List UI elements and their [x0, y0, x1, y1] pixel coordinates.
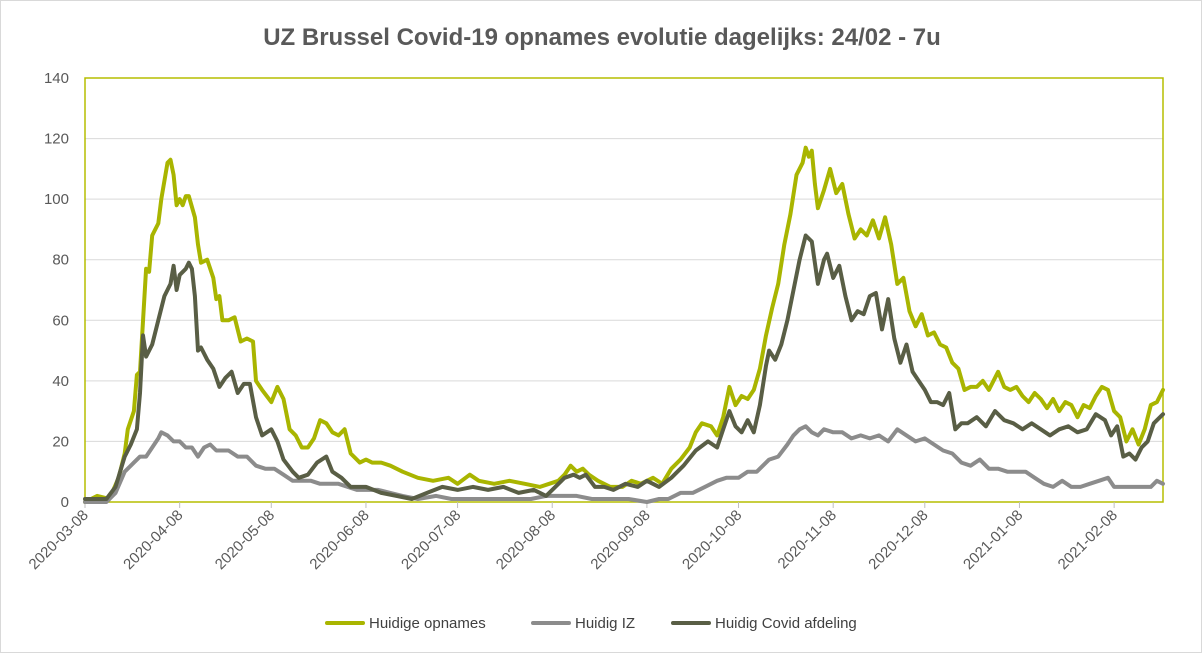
- legend: Huidige opnames Huidig IZ Huidig Covid afd…: [325, 615, 857, 632]
- y-axis: 0 20 40 60 80 100 120 140: [44, 70, 69, 511]
- series-line-huidig-covid-afdeling: [83, 233, 1165, 501]
- x-tick-label: 2020-10-08: [679, 507, 745, 573]
- x-tick-label: 2020-06-08: [307, 507, 373, 573]
- x-tick-label: 2021-01-08: [960, 507, 1026, 573]
- legend-item-huidige-opnames: Huidige opnames: [325, 615, 486, 632]
- y-tick-label: 20: [52, 433, 69, 450]
- x-axis: 2020-03-08 2020-04-08 2020-05-08 2020-06-08…: [26, 502, 1121, 573]
- x-tick-label: 2020-11-08: [775, 507, 840, 572]
- y-tick-label: 40: [52, 373, 69, 390]
- x-tick-label: 2020-04-08: [120, 507, 186, 573]
- x-tick-label: 2020-08-08: [493, 507, 559, 573]
- legend-item-huidig-iz: Huidig IZ: [531, 615, 635, 632]
- y-tick-label: 60: [52, 312, 69, 329]
- y-tick-label: 100: [44, 191, 69, 208]
- series-line-huidig-iz: [83, 424, 1165, 504]
- x-tick-label: 2021-02-08: [1055, 507, 1121, 573]
- y-tick-label: 120: [44, 131, 69, 148]
- y-tick-label: 80: [52, 252, 69, 269]
- y-tick-label: 0: [61, 494, 69, 511]
- series-line-huidige-opnames: [83, 145, 1165, 504]
- series-lines: [83, 145, 1165, 504]
- legend-label: Huidig IZ: [575, 615, 635, 632]
- legend-label: Huidige opnames: [369, 615, 486, 632]
- y-tick-label: 140: [44, 70, 69, 87]
- legend-item-huidig-covid-afdeling: Huidig Covid afdeling: [671, 615, 857, 632]
- plot-area-border: [84, 77, 1164, 503]
- x-tick-label: 2020-12-08: [865, 507, 931, 573]
- legend-label: Huidig Covid afdeling: [715, 615, 857, 632]
- x-tick-label: 2020-05-08: [212, 507, 278, 573]
- x-tick-label: 2020-09-08: [587, 507, 653, 573]
- x-tick-label: 2020-03-08: [26, 507, 92, 573]
- gridlines: [85, 138, 1163, 503]
- chart-title: UZ Brussel Covid-19 opnames evolutie dag…: [263, 24, 941, 51]
- x-tick-label: 2020-07-08: [398, 507, 464, 573]
